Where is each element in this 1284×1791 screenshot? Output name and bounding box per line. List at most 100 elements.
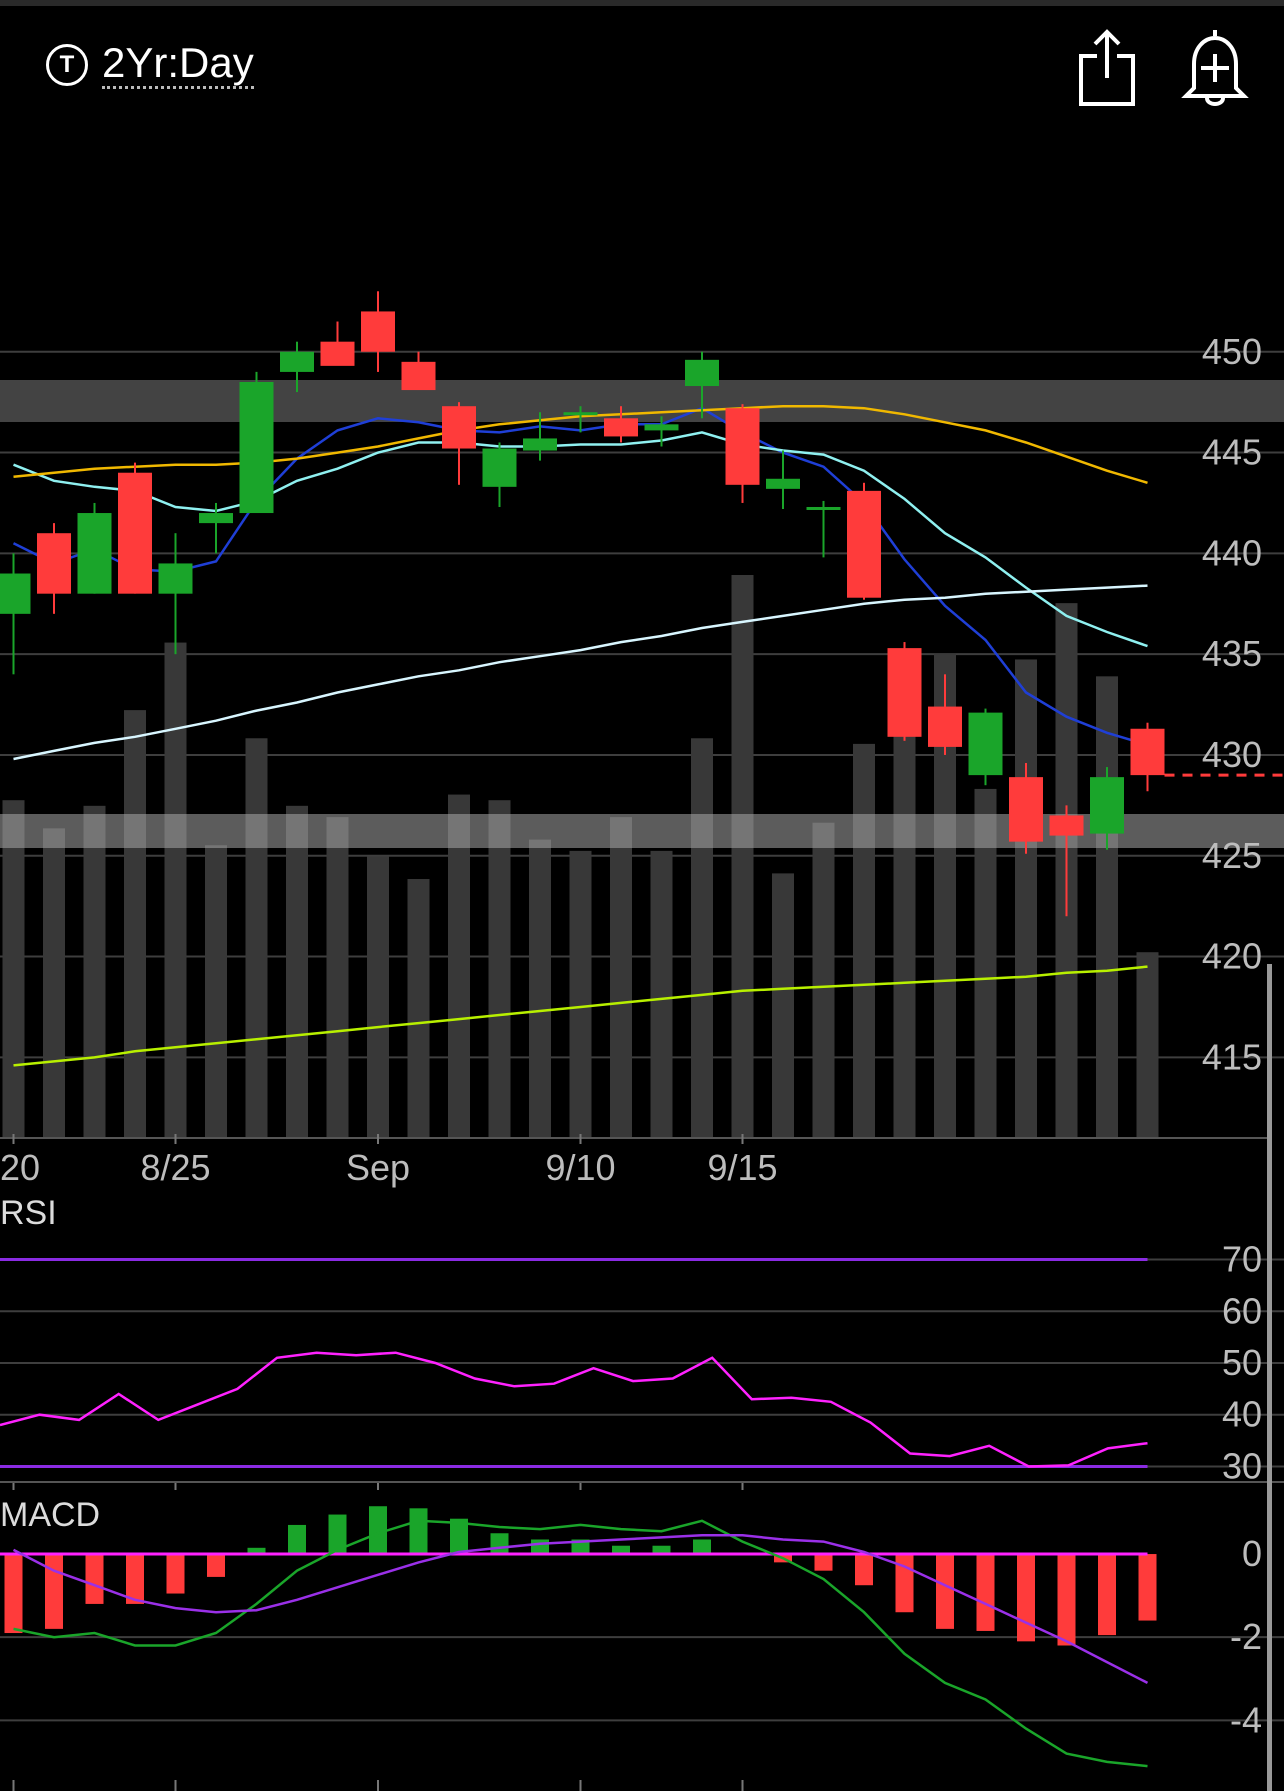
- volume-bar: [1015, 659, 1037, 1138]
- candle-body: [928, 706, 962, 747]
- volume-bar: [1096, 676, 1118, 1138]
- candle-body: [77, 513, 112, 594]
- macd-panel: 0 -2 -4: [0, 1506, 1284, 1768]
- timeframe-selector[interactable]: T 2Yr:Day: [46, 39, 254, 90]
- date-axis: 20 8/25 Sep 9/10 9/15: [0, 1134, 1270, 1791]
- macd-histogram-bar: [1017, 1554, 1035, 1642]
- candle-body: [806, 506, 841, 510]
- macd-histogram-bar: [814, 1554, 833, 1571]
- rsi-tick-label: 30: [1222, 1445, 1262, 1486]
- volume-bar: [205, 845, 227, 1138]
- share-button[interactable]: [1075, 26, 1139, 110]
- volume-bar: [1136, 952, 1159, 1138]
- volume-bar: [245, 738, 268, 1138]
- candle-body: [968, 712, 1003, 776]
- top-divider: [0, 0, 1284, 6]
- candle-body: [0, 573, 31, 614]
- macd-histogram-bar: [1098, 1554, 1116, 1636]
- macd-histogram-bar: [652, 1545, 671, 1555]
- rsi-tick-label: 60: [1222, 1290, 1262, 1331]
- volume-bar: [164, 642, 187, 1138]
- volume-bar: [853, 743, 875, 1138]
- volume-bar: [934, 653, 956, 1138]
- macd-histogram-bar: [531, 1539, 549, 1555]
- candle-body: [725, 408, 760, 485]
- add-alert-button[interactable]: [1180, 26, 1249, 110]
- macd-tick-label: 0: [1242, 1533, 1262, 1574]
- moving-average-line: [13, 431, 1148, 648]
- volume-bar: [286, 805, 308, 1138]
- macd-histogram-bar: [1057, 1554, 1076, 1646]
- chart-header: T 2Yr:Day: [0, 0, 1284, 130]
- macd-tick-label: -4: [1230, 1699, 1262, 1740]
- macd-tick-label: -2: [1230, 1616, 1262, 1657]
- volume-bar: [731, 575, 754, 1138]
- macd-histogram-bar: [369, 1506, 387, 1555]
- macd-histogram-bar: [855, 1554, 873, 1586]
- price-tick-label: 425: [1202, 835, 1262, 876]
- candle-body: [280, 351, 314, 372]
- macd-histogram-bar: [45, 1554, 63, 1629]
- candle-body: [1130, 728, 1165, 776]
- candle-body: [1049, 815, 1084, 836]
- volume-bars: [2, 575, 1159, 1138]
- resistance-band: [0, 380, 1284, 422]
- price-tick-label: 415: [1202, 1036, 1262, 1077]
- price-tick-label: 445: [1202, 432, 1262, 473]
- macd-histogram-bar: [166, 1554, 185, 1594]
- rsi-tick-label: 40: [1222, 1394, 1262, 1435]
- macd-histogram-bar: [895, 1554, 914, 1613]
- share-icon: [1079, 29, 1135, 106]
- macd-histogram-bar: [328, 1514, 347, 1555]
- macd-histogram-bar: [693, 1539, 711, 1555]
- macd-histogram-bar: [571, 1539, 590, 1555]
- candle-body: [604, 418, 638, 437]
- volume-bar: [691, 738, 713, 1138]
- candle-body: [847, 490, 881, 598]
- macd-histogram-bar: [450, 1518, 468, 1555]
- volume-bar: [83, 805, 106, 1138]
- candle-body: [239, 382, 274, 514]
- date-tick-label: 8/25: [140, 1147, 210, 1188]
- volume-bar: [448, 794, 470, 1138]
- candle-body: [118, 472, 152, 594]
- macd-histogram-bar: [247, 1547, 266, 1555]
- volume-bar: [974, 788, 997, 1138]
- moving-average-line: [13, 965, 1148, 1067]
- macd-label: MACD: [0, 1496, 100, 1534]
- price-tick-label: 430: [1202, 734, 1262, 775]
- candle-body: [158, 563, 193, 594]
- macd-histogram-bar: [85, 1554, 104, 1604]
- macd-histogram-bar: [490, 1533, 509, 1555]
- candle-body: [523, 438, 557, 451]
- macd-histogram-bar: [288, 1524, 306, 1555]
- candle-body: [37, 533, 71, 594]
- macd-histogram-bar: [976, 1554, 995, 1631]
- macd-line: [13, 1519, 1148, 1768]
- macd-signal-line: [12, 1534, 1149, 1685]
- bell-plus-icon: [1181, 30, 1249, 106]
- macd-histogram-bar: [936, 1554, 954, 1629]
- date-tick-label: 9/10: [545, 1147, 615, 1188]
- volume-bar: [124, 710, 146, 1138]
- volume-bar: [326, 817, 349, 1138]
- date-tick-label: 9/15: [707, 1147, 777, 1188]
- scrollbar[interactable]: [1267, 964, 1272, 1791]
- candle-body: [361, 311, 395, 352]
- volume-bar: [569, 850, 592, 1138]
- volume-bar: [43, 828, 65, 1138]
- volume-bar: [529, 839, 551, 1138]
- rsi-tick-label: 70: [1222, 1239, 1262, 1280]
- volume-bar: [893, 681, 916, 1138]
- candle-body: [685, 359, 719, 387]
- rsi-line: [0, 1351, 1148, 1468]
- date-tick-label: Sep: [346, 1147, 410, 1188]
- volume-bar: [367, 856, 389, 1138]
- volume-bar: [610, 817, 632, 1138]
- volume-bar: [407, 879, 430, 1138]
- candle-body: [1090, 777, 1124, 834]
- candle-body: [320, 341, 355, 366]
- macd-histogram-bar: [612, 1545, 630, 1555]
- price-tick-label: 440: [1202, 532, 1262, 573]
